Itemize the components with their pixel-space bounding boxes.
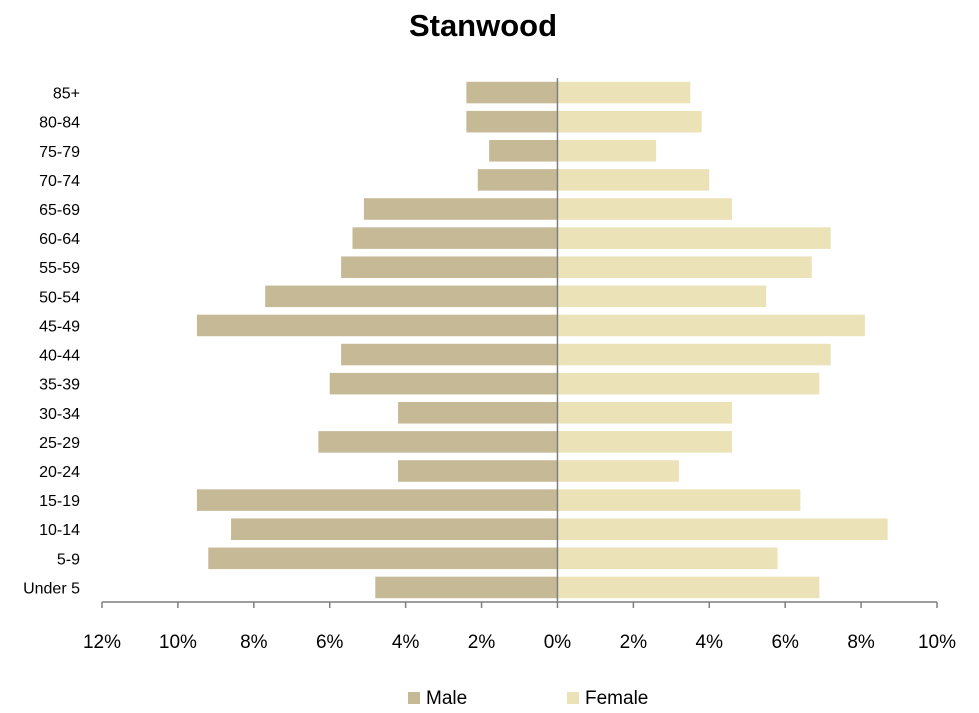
category-label: 30-34	[39, 406, 80, 423]
legend-label-male: Male	[426, 688, 467, 709]
bar-male-20-24	[398, 460, 558, 482]
bar-female-10-14	[557, 518, 888, 540]
category-label: 40-44	[39, 348, 80, 365]
legend-swatch-female	[567, 692, 579, 704]
x-tick-label: 2%	[468, 632, 496, 653]
bar-female-60-64	[557, 227, 831, 249]
x-tick-label: 10%	[159, 632, 197, 653]
bar-female-75-79	[557, 140, 657, 162]
bar-female-70-74	[557, 169, 710, 191]
category-label: 85+	[53, 86, 80, 103]
bar-male-40-44	[341, 343, 558, 366]
bar-female-5-9	[557, 547, 778, 570]
x-tick-label: 6%	[771, 632, 799, 653]
bar-male-65-69	[363, 198, 558, 220]
bar-female-85-	[557, 81, 691, 104]
category-labels: Under 5 5-9 10-14 15-19 20-24 25-29 30-34 35-39…	[23, 86, 80, 598]
x-tick-label: 4%	[696, 632, 724, 653]
bars-group	[196, 81, 888, 599]
bar-female-50-54	[557, 285, 767, 308]
x-tick-label: 8%	[240, 632, 268, 653]
bar-female-25-29	[557, 431, 733, 453]
category-label: 45-49	[39, 318, 80, 335]
bar-male-25-29	[318, 431, 558, 453]
bar-female-65-69	[557, 198, 733, 220]
bar-male-60-64	[352, 227, 558, 249]
chart-title: Stanwood	[409, 8, 557, 43]
x-tick-labels: 12% 10% 8% 6% 4% 2% 0% 2% 4% 6% 8% 10%	[83, 632, 956, 653]
bar-female-under-5	[557, 576, 820, 599]
bar-male-75-79	[489, 140, 558, 162]
category-label: 55-59	[39, 260, 80, 277]
category-label: 35-39	[39, 377, 80, 394]
bar-female-40-44	[557, 343, 831, 366]
x-tick-label: 4%	[392, 632, 420, 653]
x-tick-label: 6%	[316, 632, 344, 653]
category-label: 25-29	[39, 435, 80, 452]
bar-female-20-24	[557, 460, 679, 482]
category-label: 75-79	[39, 144, 80, 161]
bar-male-under-5	[375, 576, 558, 599]
bar-female-55-59	[557, 256, 812, 278]
x-tick-label: 8%	[847, 632, 875, 653]
bar-female-35-39	[557, 372, 820, 395]
axes-group	[101, 78, 938, 608]
x-tick-label: 2%	[620, 632, 648, 653]
bar-male-45-49	[196, 314, 558, 337]
x-tick-label: 12%	[83, 632, 121, 653]
bar-male-80-84	[466, 110, 558, 133]
x-tick-label: 0%	[544, 632, 572, 653]
bar-female-30-34	[557, 402, 733, 424]
legend-swatch-male	[408, 692, 420, 704]
category-label: 50-54	[39, 289, 80, 306]
bar-male-35-39	[329, 372, 558, 395]
x-tick-label: 10%	[918, 632, 956, 653]
category-label: 5-9	[57, 551, 80, 568]
category-label: 20-24	[39, 464, 80, 481]
category-label: 10-14	[39, 522, 80, 539]
bar-male-5-9	[208, 547, 558, 570]
category-label: 60-64	[39, 231, 80, 248]
bar-male-70-74	[477, 169, 558, 191]
bar-male-10-14	[231, 518, 558, 540]
category-label: Under 5	[23, 580, 80, 597]
category-label: 65-69	[39, 202, 80, 219]
category-label: 80-84	[39, 115, 80, 132]
bar-male-30-34	[398, 402, 558, 424]
bar-male-15-19	[196, 489, 558, 511]
bar-male-55-59	[341, 256, 558, 278]
legend-label-female: Female	[585, 688, 648, 709]
bar-female-45-49	[557, 314, 865, 337]
legend: Male Female	[408, 688, 648, 709]
bar-male-85-	[466, 81, 558, 104]
bar-female-80-84	[557, 110, 702, 133]
category-label: 70-74	[39, 173, 80, 190]
bar-male-50-54	[265, 285, 558, 308]
category-label: 15-19	[39, 493, 80, 510]
bar-female-15-19	[557, 489, 801, 511]
